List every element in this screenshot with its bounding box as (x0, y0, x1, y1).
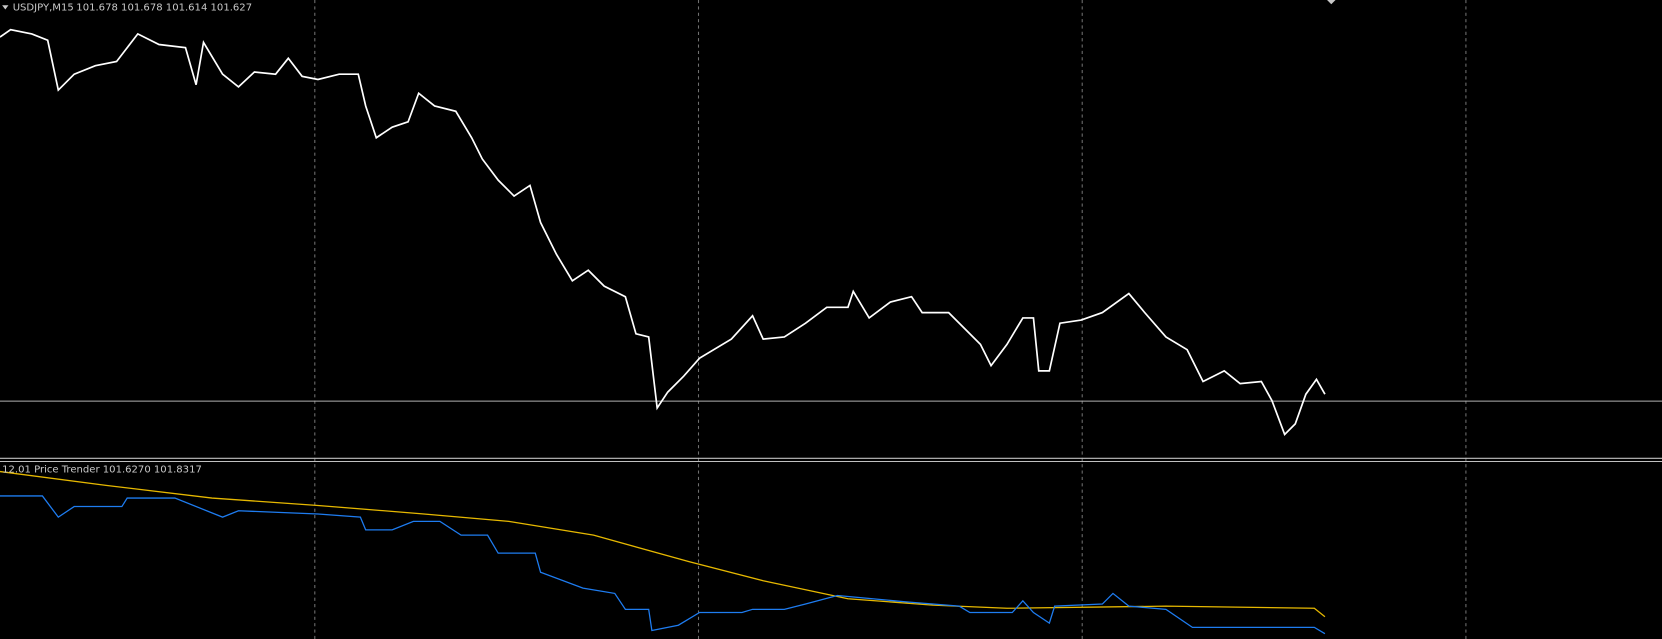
price-trace (0, 28, 1326, 437)
ohlc-label: 101.678 101.678 101.614 101.627 (76, 2, 252, 13)
symbol-label: USDJPY,M15 (13, 2, 74, 13)
trend-line-yellow (0, 470, 1326, 618)
collapse-arrow[interactable] (2, 5, 9, 10)
shift-marker[interactable] (1327, 0, 1336, 5)
trend-line-blue (0, 495, 1326, 635)
indicator-label: 12.01 Price Trender 101.6270 101.8317 (2, 464, 202, 475)
